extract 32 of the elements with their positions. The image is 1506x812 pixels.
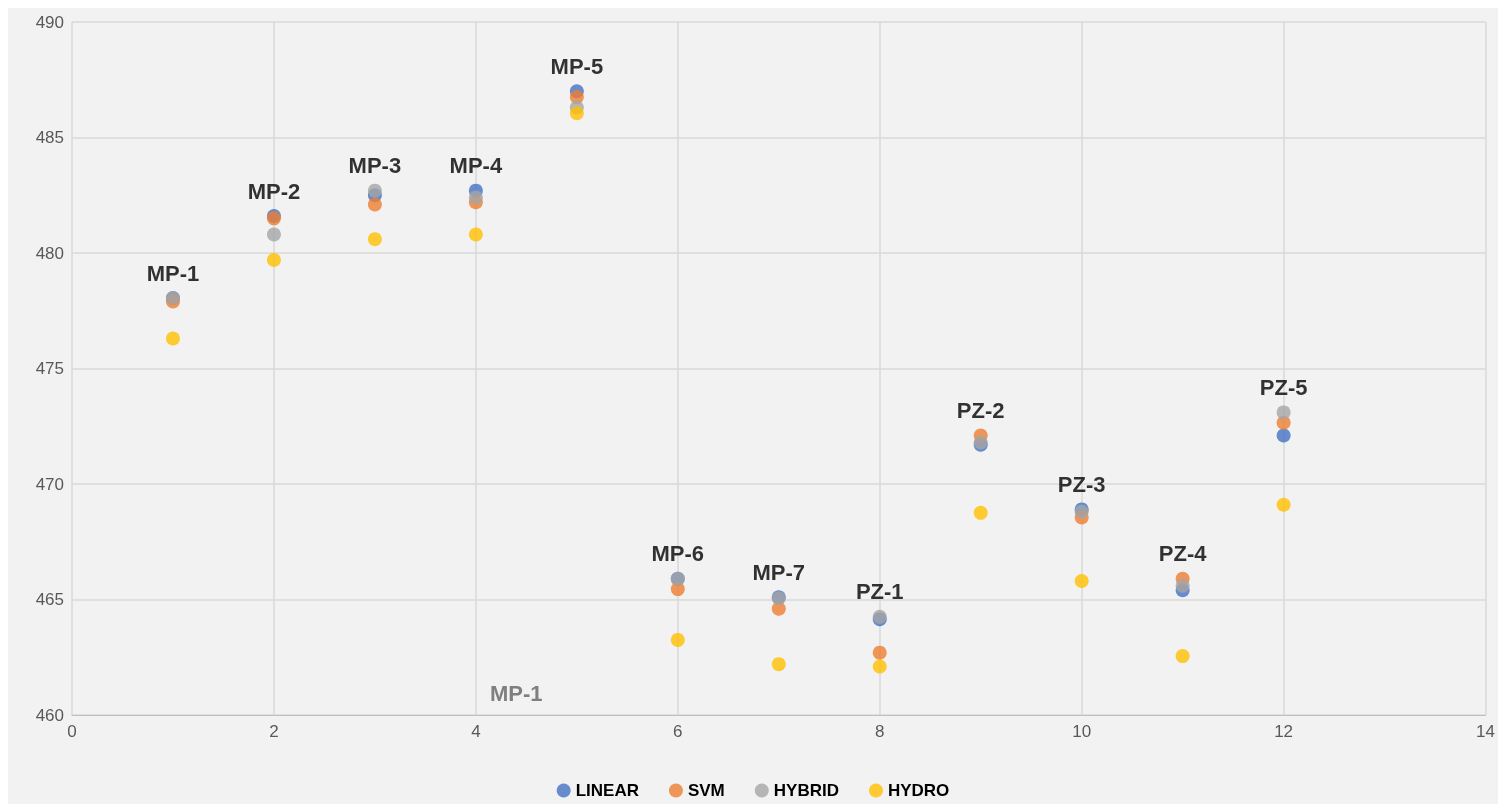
x-tick-label: 6 <box>673 722 683 741</box>
annotation: MP-4 <box>449 153 503 179</box>
x-tick-label: 4 <box>471 722 481 741</box>
x-tick-label: 8 <box>875 722 885 741</box>
annotation: PZ-2 <box>956 397 1005 423</box>
x-tick-label: 10 <box>1072 722 1092 741</box>
y-tick-label: 485 <box>35 128 64 147</box>
annotation: MP-6 <box>651 541 705 567</box>
annotation: PZ-3 <box>1057 471 1106 497</box>
annotation: MP-3 <box>348 153 402 179</box>
y-tick-label: 475 <box>35 359 64 378</box>
legend-label: HYDRO <box>887 781 950 800</box>
y-tick-label: 480 <box>35 243 64 263</box>
annotation: PZ-5 <box>1259 374 1308 400</box>
y-tick-label: 490 <box>35 12 64 32</box>
annotation: MP-7 <box>752 559 806 585</box>
annotation: MP-5 <box>550 53 604 79</box>
legend-label: LINEAR <box>575 781 639 800</box>
annotation: MP-1 <box>146 260 200 286</box>
y-tick-label: 460 <box>35 705 64 725</box>
annotation: MP-1 <box>490 680 543 706</box>
y-tick-label: 470 <box>35 474 64 494</box>
x-tick-label: 14 <box>1476 722 1496 741</box>
y-tick-label: 465 <box>35 590 64 609</box>
annotation: PZ-1 <box>855 579 904 605</box>
x-tick-label: 12 <box>1274 722 1294 741</box>
x-tick-label: 2 <box>269 722 279 741</box>
legend-label: SVM <box>687 781 725 800</box>
legend-label: HYBRID <box>773 781 839 800</box>
x-tick-label: 0 <box>67 722 77 741</box>
annotation: MP-2 <box>247 178 301 204</box>
annotation: PZ-4 <box>1158 541 1208 567</box>
